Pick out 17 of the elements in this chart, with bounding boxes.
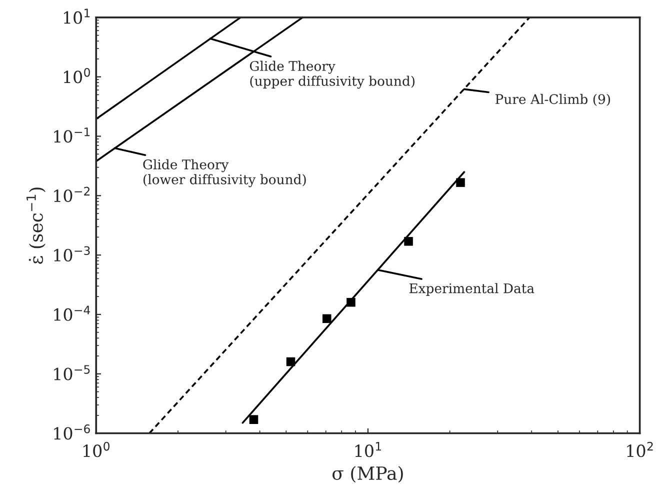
- y-tick-label: 10$^{−3}$: [54, 246, 90, 262]
- y-tick-label: 10$^{−1}$: [54, 128, 90, 143]
- annotation: Glide Theory (upper diffusivity bound): [250, 60, 415, 89]
- y-tick-label: 10$^{0}$: [64, 68, 90, 84]
- y-tick-label: 10$^{−6}$: [54, 424, 90, 440]
- x-tick-label: 10$^{2}$: [627, 442, 653, 458]
- x-tick-label: 10$^{1}$: [355, 442, 382, 458]
- y-tick-label: 10$^{1}$: [64, 8, 90, 24]
- y-tick-label: 10$^{−4}$: [54, 306, 90, 321]
- y-tick-label: 10$^{−5}$: [54, 365, 90, 380]
- y-tick-label: 10$^{−2}$: [54, 186, 90, 202]
- annotation: Pure Al-Climb (9): [496, 94, 610, 106]
- y-axis-title: ε̇ (sec$^{−1}$): [26, 188, 46, 264]
- annotation: Glide Theory (lower diffusivity bound): [143, 159, 306, 188]
- annotation: Experimental Data: [409, 283, 534, 296]
- x-axis-title: σ (MPa): [332, 466, 403, 483]
- x-tick-label: 10$^{0}$: [84, 442, 110, 458]
